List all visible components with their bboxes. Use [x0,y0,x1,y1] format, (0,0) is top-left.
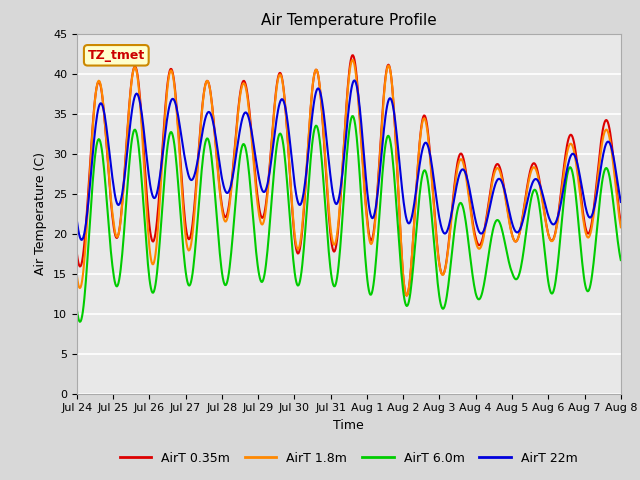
AirT 1.8m [194,164,202,169]
AirT 1.8m [417,134,424,140]
AirT 1.8m [139,139,147,145]
Line: AirT 1.8m: AirT 1.8m [77,60,621,296]
AirT 22m [617,199,625,205]
AirT 1.8m [617,225,625,230]
AirT 6.0m [433,265,440,271]
AirT 22m [351,78,358,84]
AirT 1.8m [403,293,410,299]
AirT 1.8m [349,57,357,63]
AirT 6.0m [417,186,424,192]
AirT 22m [223,190,231,196]
AirT 22m [417,157,424,163]
AirT 6.0m [223,278,231,284]
AirT 0.35m [417,133,424,139]
Line: AirT 6.0m: AirT 6.0m [77,116,621,322]
AirT 6.0m [349,113,357,119]
AirT 6.0m [84,257,92,263]
X-axis label: Time: Time [333,419,364,432]
AirT 22m [433,194,440,200]
AirT 0.35m [73,250,81,256]
AirT 0.35m [617,220,625,226]
AirT 22m [77,237,85,243]
Line: AirT 0.35m: AirT 0.35m [77,55,621,296]
AirT 22m [84,209,92,215]
AirT 1.8m [433,233,440,239]
AirT 0.35m [223,213,230,219]
AirT 6.0m [73,306,81,312]
AirT 22m [73,217,81,223]
Y-axis label: Air Temperature (C): Air Temperature (C) [35,152,47,275]
AirT 0.35m [349,52,357,58]
AirT 6.0m [76,319,84,324]
Title: Air Temperature Profile: Air Temperature Profile [261,13,436,28]
AirT 1.8m [83,225,90,231]
AirT 0.35m [433,231,440,237]
AirT 22m [195,152,202,158]
AirT 0.35m [194,158,202,164]
Text: TZ_tmet: TZ_tmet [88,49,145,62]
AirT 6.0m [617,257,625,263]
AirT 1.8m [223,217,230,223]
AirT 0.35m [403,293,410,299]
AirT 6.0m [140,201,147,206]
AirT 6.0m [195,204,202,210]
Legend: AirT 0.35m, AirT 1.8m, AirT 6.0m, AirT 22m: AirT 0.35m, AirT 1.8m, AirT 6.0m, AirT 2… [115,447,582,469]
Line: AirT 22m: AirT 22m [77,81,621,240]
AirT 22m [140,124,147,130]
AirT 1.8m [73,272,81,278]
AirT 0.35m [83,213,90,218]
AirT 0.35m [139,130,147,136]
